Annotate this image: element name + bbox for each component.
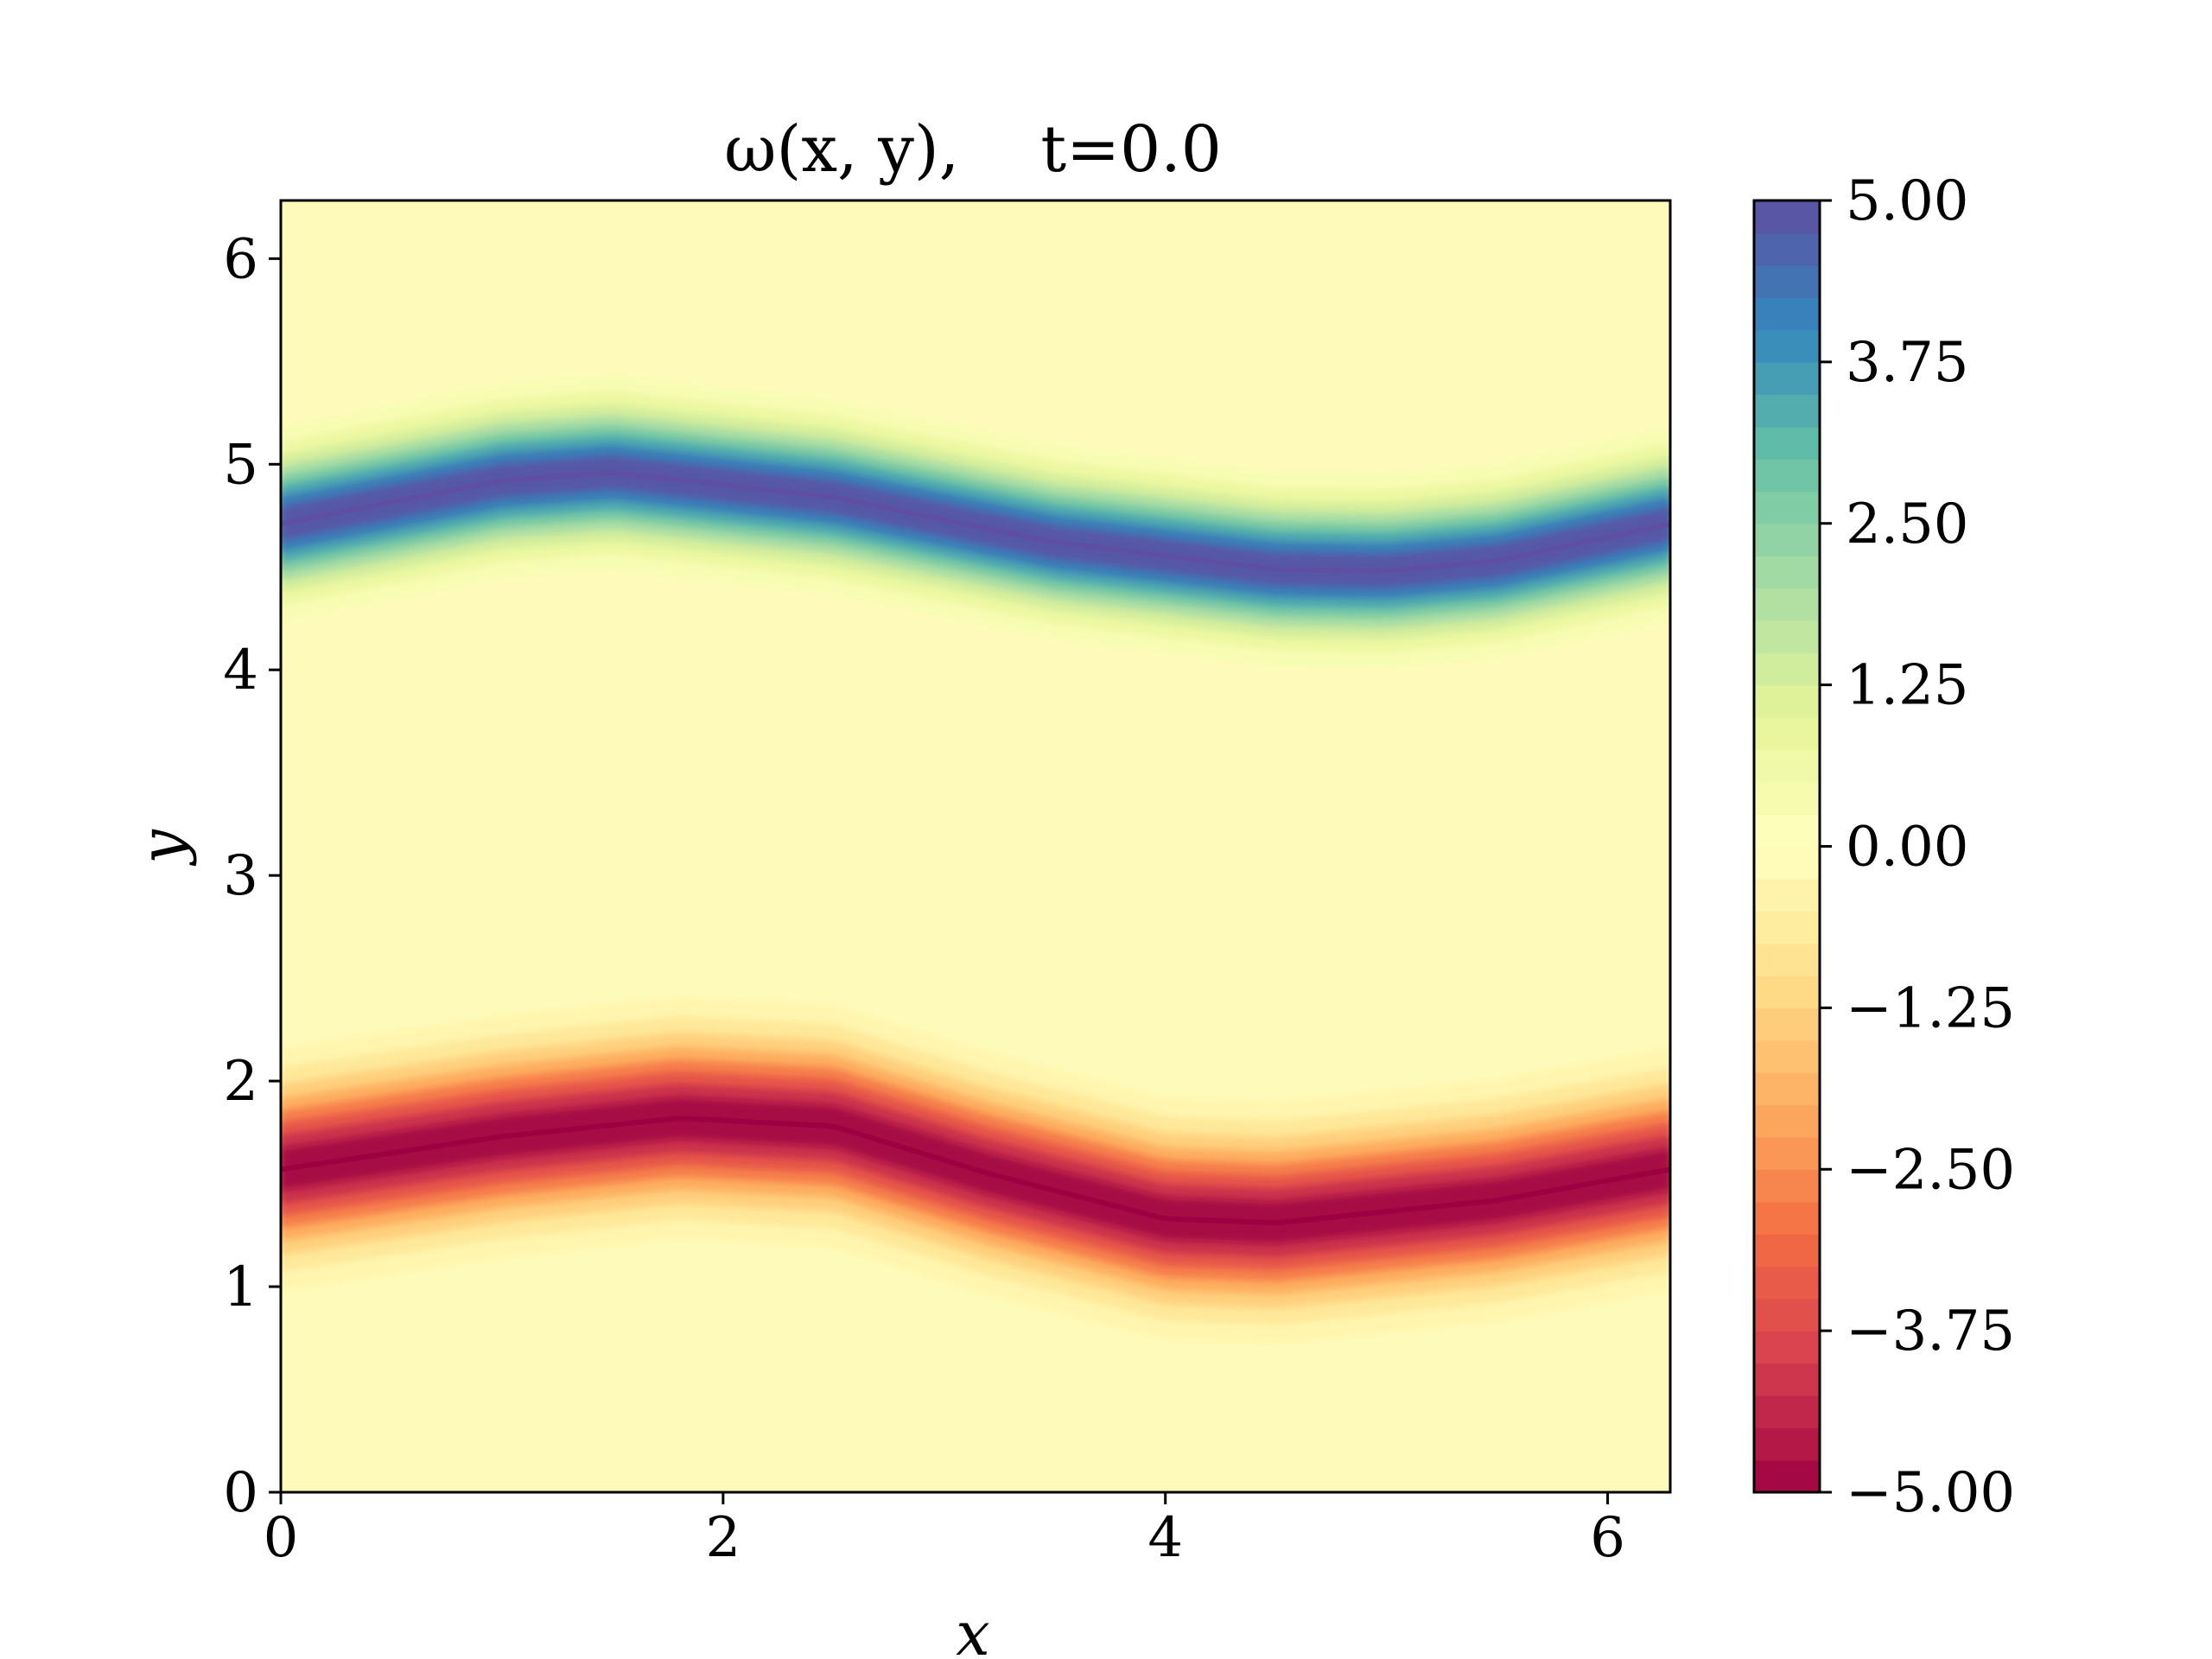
colorbar-tick-label: 0.00 — [1846, 816, 1969, 880]
colorbar-segment — [1754, 297, 1820, 331]
colorbar-segment — [1754, 232, 1820, 266]
vorticity-field — [281, 375, 1670, 1345]
x-axis: 0 2 4 6 — [264, 1492, 1625, 1570]
colorbar-segment — [1754, 1007, 1820, 1041]
band-core — [281, 470, 1670, 574]
colorbar-segment — [1754, 814, 1820, 848]
colorbar-segment — [1754, 459, 1820, 493]
y-tick-label: 6 — [223, 227, 258, 291]
colorbar-segment — [1754, 781, 1820, 815]
colorbar-segment — [1754, 684, 1820, 718]
colorbar-ticks: 5.00 3.75 2.50 1.25 0.00 −1.25 −2.50 −3.75 −5.00 — [1820, 169, 2015, 1525]
colorbar-segment — [1754, 523, 1820, 556]
colorbar-segment — [1754, 1234, 1820, 1268]
vortex-band-positive — [281, 375, 1670, 669]
colorbar-segment — [1754, 846, 1820, 880]
colorbar-tick-label: 5.00 — [1846, 169, 1969, 233]
y-tick-label: 1 — [223, 1255, 258, 1319]
plot-frame — [279, 199, 1672, 1494]
colorbar-segment — [1754, 1266, 1820, 1300]
colorbar-segment — [1754, 1201, 1820, 1235]
colorbar-segment — [1754, 1427, 1820, 1461]
y-axis: 0 1 2 3 4 5 6 — [223, 227, 281, 1525]
colorbar-segment — [1754, 878, 1820, 912]
colorbar — [1752, 199, 1821, 1494]
colorbar-tick-label: −1.25 — [1846, 976, 2015, 1040]
colorbar-segment — [1754, 588, 1820, 621]
colorbar-segment — [1754, 1363, 1820, 1396]
colorbar-tick-label: 1.25 — [1846, 654, 1969, 718]
colorbar-segment — [1754, 491, 1820, 524]
y-axis-label: y — [127, 829, 198, 867]
band-level-7 — [281, 455, 1670, 588]
chart-title: ω(x, y), t=0.0 — [724, 112, 1222, 187]
x-tick-label: 6 — [1590, 1506, 1625, 1570]
x-tick-label: 4 — [1147, 1506, 1183, 1570]
colorbar-segment — [1754, 200, 1820, 234]
colorbar-segment — [1754, 1072, 1820, 1106]
y-tick-label: 2 — [223, 1050, 258, 1114]
band-core — [281, 1116, 1670, 1226]
vortex-band-negative — [281, 996, 1670, 1345]
plot-area — [279, 199, 1672, 1494]
x-tick-label: 2 — [705, 1506, 741, 1570]
colorbar-segment — [1754, 1169, 1820, 1203]
colorbar-segment — [1754, 1331, 1820, 1364]
colorbar-segment — [1754, 1459, 1820, 1493]
colorbar-segment — [1754, 329, 1820, 363]
colorbar-segment — [1754, 1395, 1820, 1429]
colorbar-segment — [1754, 1104, 1820, 1138]
colorbar-tick-label: −2.50 — [1846, 1138, 2015, 1202]
colorbar-tick-label: 3.75 — [1846, 331, 1969, 395]
colorbar-segment — [1754, 426, 1820, 460]
y-tick-label: 0 — [223, 1461, 258, 1525]
y-tick-label: 5 — [223, 433, 258, 497]
colorbar-tick-label: −5.00 — [1846, 1461, 2015, 1525]
y-tick-label: 3 — [223, 844, 258, 908]
colorbar-segment — [1754, 749, 1820, 783]
y-tick-label: 4 — [223, 639, 258, 702]
colorbar-segment — [1754, 556, 1820, 589]
colorbar-segment — [1754, 652, 1820, 686]
colorbar-segment — [1754, 1298, 1820, 1332]
colorbar-segment — [1754, 976, 1820, 1009]
colorbar-segment — [1754, 620, 1820, 654]
colorbar-segment — [1754, 911, 1820, 944]
colorbar-tick-label: 2.50 — [1846, 493, 1969, 556]
colorbar-segment — [1754, 943, 1820, 976]
colorbar-segment — [1754, 717, 1820, 751]
colorbar-segment — [1754, 264, 1820, 298]
colorbar-segment — [1754, 361, 1820, 396]
x-axis-label: x — [956, 1599, 989, 1659]
x-tick-label: 0 — [264, 1506, 299, 1570]
colorbar-segment — [1754, 1039, 1820, 1073]
colorbar-segment — [1754, 394, 1820, 428]
colorbar-tick-label: −3.75 — [1846, 1300, 2015, 1363]
colorbar-segment — [1754, 1136, 1820, 1171]
